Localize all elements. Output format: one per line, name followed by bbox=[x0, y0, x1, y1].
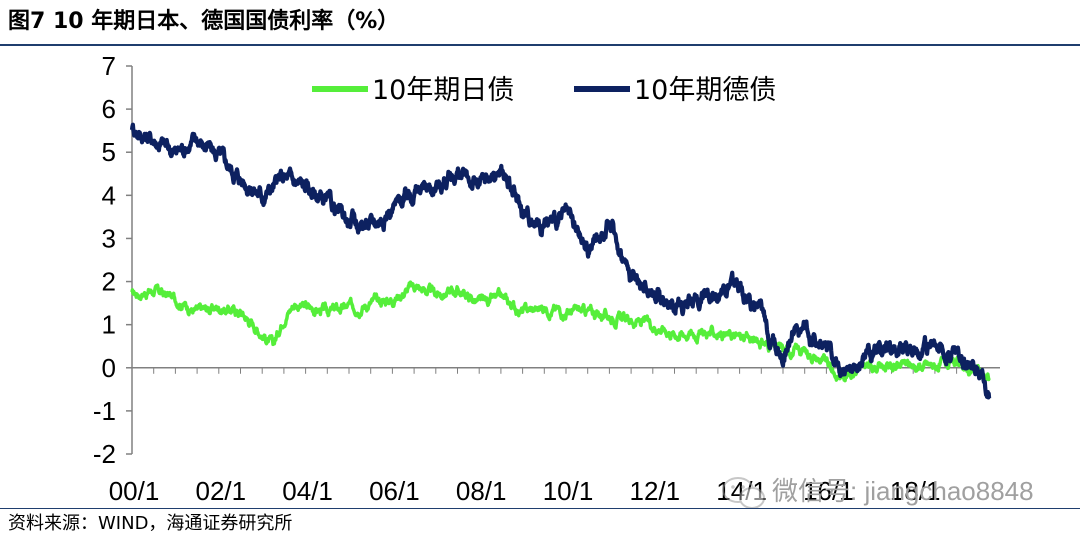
y-tick-label: -1 bbox=[93, 396, 116, 426]
watermark: 微信号: jiangchao8848 bbox=[722, 476, 1034, 508]
chart-series bbox=[129, 122, 992, 400]
source-divider bbox=[0, 508, 1080, 509]
y-tick-label: 3 bbox=[102, 223, 116, 253]
y-tick-label: 5 bbox=[102, 137, 116, 167]
chart-legend: 10年期日债 10年期德债 bbox=[312, 75, 776, 106]
x-tick-label: 10/1 bbox=[543, 476, 594, 506]
x-tick-label: 12/1 bbox=[629, 476, 680, 506]
y-tick-label: 2 bbox=[102, 267, 116, 297]
title-divider bbox=[0, 44, 1080, 46]
x-tick-label: 00/1 bbox=[109, 476, 160, 506]
x-tick-label: 06/1 bbox=[369, 476, 420, 506]
series-line-2 bbox=[129, 122, 992, 400]
legend-label-2: 10年期德债 bbox=[634, 75, 776, 106]
x-tick-label: 18/1 bbox=[890, 476, 941, 506]
x-tick-label: 04/1 bbox=[282, 476, 333, 506]
legend-label-1: 10年期日债 bbox=[372, 75, 514, 106]
x-tick-label: 08/1 bbox=[456, 476, 507, 506]
watermark-text: 微信号: jiangchao8848 bbox=[772, 476, 1034, 506]
y-tick-label: 0 bbox=[102, 353, 116, 383]
x-tick-label: 16/1 bbox=[803, 476, 854, 506]
source-note: 资料来源：WIND，海通证券研究所 bbox=[8, 513, 293, 534]
y-tick-label: 1 bbox=[102, 310, 116, 340]
line-chart: 7 6 5 4 3 2 1 0 -1 -2 00/1 02/1 04/1 06/1 08/1 10/1 12/1… bbox=[93, 51, 1034, 508]
y-tick-label: -2 bbox=[93, 439, 116, 469]
wechat-icon bbox=[722, 477, 765, 508]
chart-axes: 7 6 5 4 3 2 1 0 -1 -2 00/1 02/1 04/1 06/1 08/1 10/1 12/1… bbox=[93, 51, 1000, 506]
figure-title: 图7 10 年期日本、德国国债利率（%） bbox=[8, 9, 400, 34]
x-tick-label: 02/1 bbox=[195, 476, 246, 506]
series-line-1 bbox=[130, 280, 991, 383]
y-tick-label: 4 bbox=[102, 180, 116, 210]
y-tick-label: 7 bbox=[102, 51, 116, 81]
y-tick-label: 6 bbox=[102, 94, 116, 124]
